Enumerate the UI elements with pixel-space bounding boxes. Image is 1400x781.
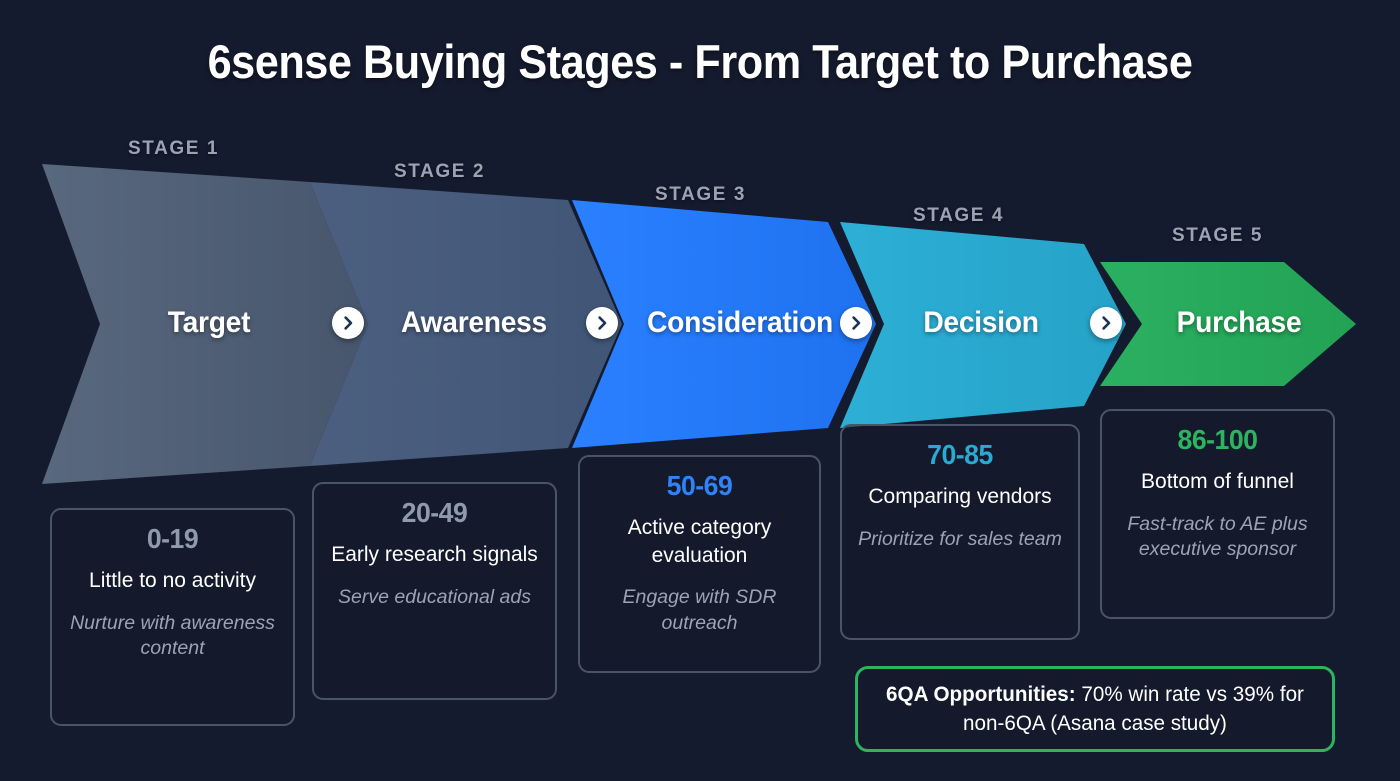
action-stage-4: Prioritize for sales team (858, 527, 1062, 550)
action-stage-2: Serve educational ads (338, 585, 531, 608)
score-range-stage-1: 0-19 (146, 523, 199, 554)
description-stage-3: Active category evaluation (627, 516, 772, 567)
callout-text: 6QA Opportunities: 70% win rate vs 39% f… (883, 680, 1307, 738)
callout-body: 70% win rate vs 39% for non-6QA (Asana c… (963, 682, 1304, 735)
stage-label-5: STAGE 5 (1172, 225, 1264, 246)
action-stage-3: Engage with SDR outreach (622, 586, 777, 635)
stage-label-3: STAGE 3 (655, 184, 747, 205)
stage-name-target: Target (167, 306, 251, 339)
description-stage-4: Comparing vendors (868, 485, 1052, 508)
info-card-stage-3[interactable]: 50-69 Active category evaluation Engage … (578, 455, 821, 673)
info-card-stage-5[interactable]: 86-100 Bottom of funnel Fast-track to AE… (1100, 409, 1335, 619)
stage-label-4: STAGE 4 (913, 205, 1005, 226)
chevron-right-icon (848, 315, 864, 331)
info-card-stage-4[interactable]: 70-85 Comparing vendors Prioritize for s… (840, 424, 1080, 640)
score-range-stage-5: 86-100 (1177, 424, 1258, 455)
description-stage-1: Little to no activity (89, 569, 256, 592)
chevron-right-icon (340, 315, 356, 331)
chevron-right-icon (594, 315, 610, 331)
score-range-stage-4: 70-85 (927, 439, 993, 470)
stage-label-1: STAGE 1 (128, 138, 220, 159)
action-stage-1: Nurture with awareness content (70, 611, 275, 660)
stage-label-2: STAGE 2 (394, 161, 486, 182)
callout-6qa-opportunities[interactable]: 6QA Opportunities: 70% win rate vs 39% f… (855, 666, 1335, 752)
chevron-right-icon (1098, 315, 1114, 331)
arrow-connector-3[interactable] (840, 307, 872, 339)
callout-bold-prefix: 6QA Opportunities: (886, 682, 1076, 707)
stage-name-decision: Decision (923, 306, 1039, 339)
stage-name-consideration: Consideration (647, 306, 833, 339)
info-card-stage-2[interactable]: 20-49 Early research signals Serve educa… (312, 482, 557, 700)
action-stage-5: Fast-track to AE plus executive sponsor (1127, 512, 1308, 561)
page-title: 6sense Buying Stages - From Target to Pu… (207, 35, 1193, 88)
description-stage-5: Bottom of funnel (1141, 470, 1294, 493)
arrow-connector-1[interactable] (332, 307, 364, 339)
stage-name-awareness: Awareness (401, 306, 547, 339)
arrow-connector-4[interactable] (1090, 307, 1122, 339)
stage-name-purchase: Purchase (1176, 306, 1302, 339)
score-range-stage-3: 50-69 (666, 470, 733, 501)
score-range-stage-2: 20-49 (401, 497, 468, 528)
info-card-stage-1[interactable]: 0-19 Little to no activity Nurture with … (50, 508, 295, 726)
description-stage-2: Early research signals (331, 543, 538, 566)
arrow-connector-2[interactable] (586, 307, 618, 339)
